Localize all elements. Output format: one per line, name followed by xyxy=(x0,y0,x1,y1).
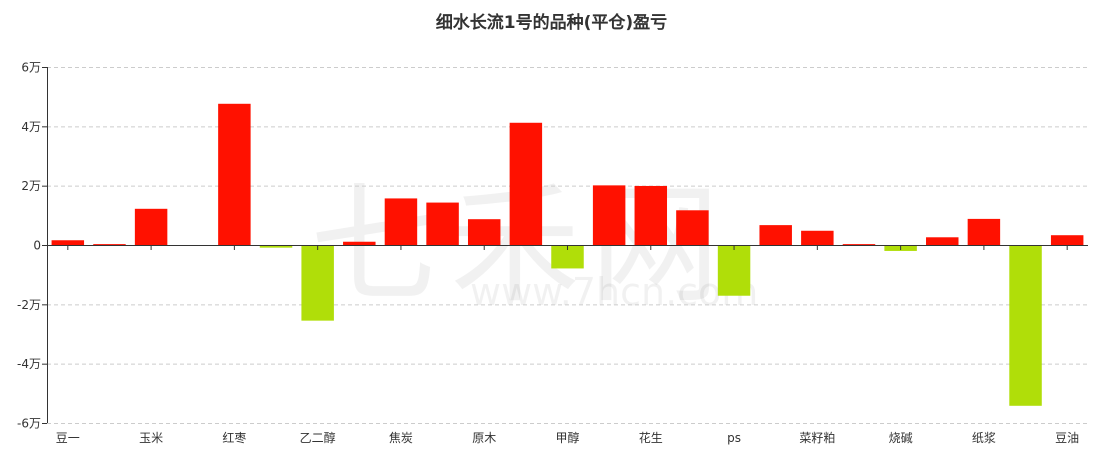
bar xyxy=(759,225,792,245)
x-tick-label: 豆一 xyxy=(56,431,80,445)
x-tick-label: 原木 xyxy=(472,431,496,445)
bar xyxy=(842,244,876,245)
bar xyxy=(926,237,959,245)
bar xyxy=(384,198,418,245)
bar xyxy=(551,245,584,269)
bar xyxy=(343,241,376,245)
bar xyxy=(967,218,1001,245)
y-tick-label: -4万 xyxy=(17,357,41,371)
bar xyxy=(301,245,334,321)
y-tick-label: 6万 xyxy=(21,61,41,75)
bar xyxy=(93,244,126,245)
bar xyxy=(801,230,834,245)
x-tick-label: 乙二醇 xyxy=(300,430,336,445)
bar xyxy=(426,202,459,245)
y-tick-label: -2万 xyxy=(17,298,41,312)
y-tick-label: 2万 xyxy=(21,179,41,193)
y-tick-label: 4万 xyxy=(21,120,41,134)
bar xyxy=(218,103,251,245)
x-tick-label: ps xyxy=(727,431,741,445)
x-tick-label: 菜籽粕 xyxy=(799,430,835,445)
x-tick-label: 玉米 xyxy=(139,431,163,445)
bar xyxy=(51,240,85,245)
bar xyxy=(717,245,751,296)
bar xyxy=(592,185,626,245)
x-tick-label: 花生 xyxy=(639,430,663,445)
bar xyxy=(1050,235,1084,245)
bar xyxy=(634,185,668,245)
x-tick-label: 甲醇 xyxy=(555,430,579,445)
x-tick-label: 烧碱 xyxy=(889,431,913,445)
y-tick-label: 0 xyxy=(33,239,41,253)
bar xyxy=(467,219,501,245)
y-tick-label: -6万 xyxy=(17,417,41,431)
bar xyxy=(1009,245,1042,406)
chart-title: 细水长流1号的品种(平仓)盈亏 xyxy=(435,13,668,33)
x-tick-label: 豆油 xyxy=(1055,431,1079,445)
x-tick-label: 红枣 xyxy=(222,430,246,445)
bar xyxy=(509,122,543,245)
x-tick-label: 纸浆 xyxy=(972,430,996,445)
x-tick-label: 焦炭 xyxy=(389,431,413,445)
bar xyxy=(134,208,168,245)
bar xyxy=(676,210,709,245)
bar xyxy=(259,245,293,248)
